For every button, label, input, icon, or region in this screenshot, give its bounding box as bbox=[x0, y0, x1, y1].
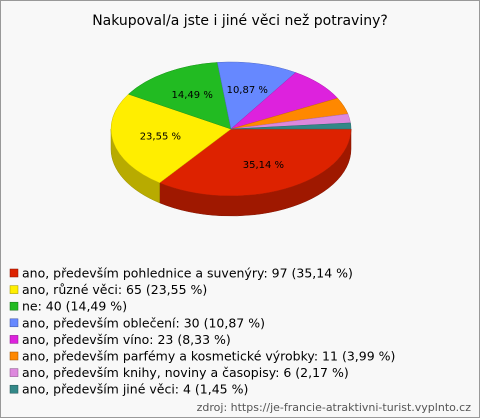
legend-swatch bbox=[9, 301, 19, 311]
legend-label: ano, především parfémy a kosmetické výro… bbox=[22, 349, 395, 364]
legend-label: ano, především knihy, noviny a časopisy:… bbox=[22, 365, 349, 380]
pie-slice bbox=[127, 62, 232, 130]
legend-label: ano, především oblečení: 30 (10,87 %) bbox=[22, 315, 265, 330]
legend-swatch bbox=[9, 318, 19, 328]
pie-slice bbox=[110, 93, 232, 184]
legend-swatch bbox=[9, 268, 19, 278]
legend-swatch bbox=[9, 368, 19, 377]
slice-label: 23,55 % bbox=[140, 132, 181, 143]
slice-label: 10,87 % bbox=[227, 85, 268, 96]
pie-slice bbox=[230, 122, 352, 130]
slice-label: 35,14 % bbox=[243, 160, 284, 171]
legend-label: ne: 40 (14,49 %) bbox=[22, 299, 127, 314]
pie-slice bbox=[217, 61, 297, 130]
legend-label: ano, různé věci: 65 (23,55 %) bbox=[22, 282, 207, 297]
slice-label: 14,49 % bbox=[172, 90, 213, 101]
legend-swatch bbox=[9, 335, 19, 344]
legend-label: ano, především víno: 23 (8,33 %) bbox=[22, 332, 231, 347]
legend-label: ano, především jiné věci: 4 (1,45 %) bbox=[22, 382, 248, 397]
legend-swatch bbox=[9, 351, 19, 361]
legend-label: ano, především pohlednice a suvenýry: 97… bbox=[22, 266, 353, 281]
legend-swatch bbox=[9, 384, 19, 394]
chart-title: Nakupoval/a jste i jiné věci než potravi… bbox=[92, 13, 388, 29]
pie-slice bbox=[159, 128, 352, 197]
source-note: zdroj: https://je-francie-atraktivni-tur… bbox=[197, 401, 472, 414]
legend-swatch bbox=[9, 285, 19, 294]
